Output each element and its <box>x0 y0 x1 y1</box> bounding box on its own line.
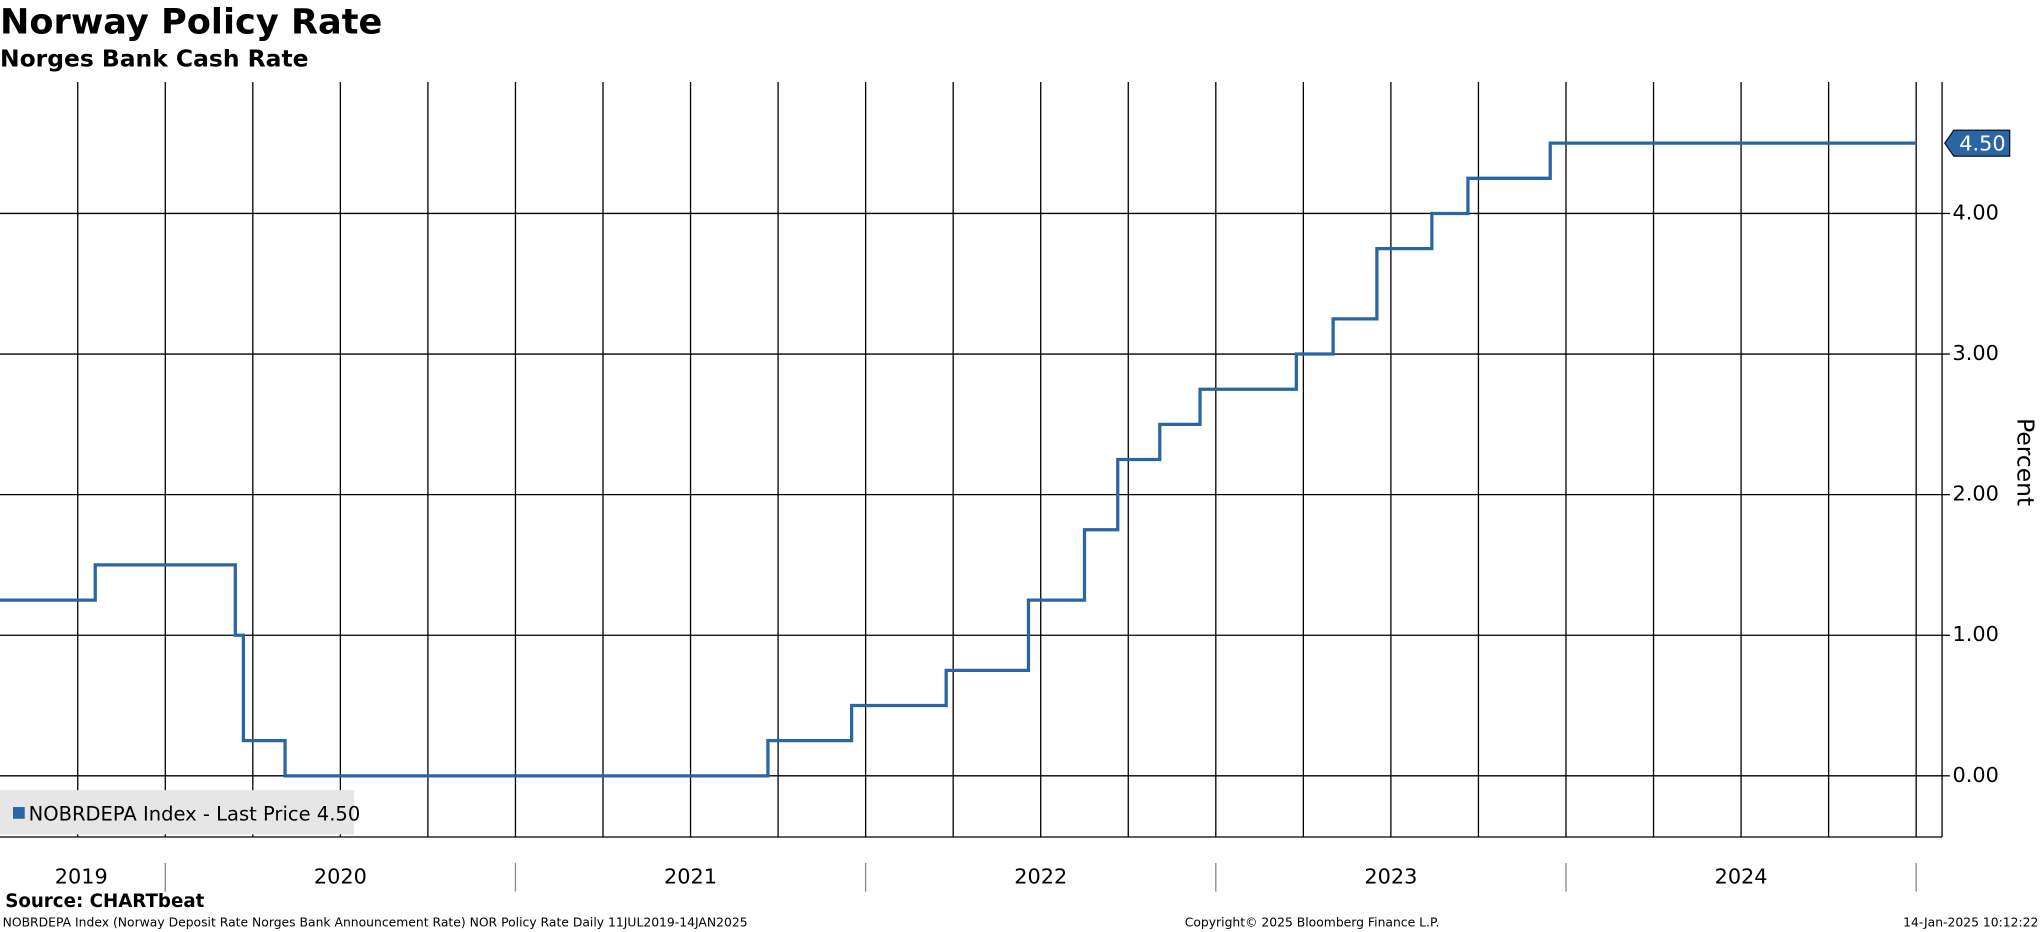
source: Source: CHARTbeat <box>5 891 204 912</box>
y-tick-label: 0.00 <box>1952 763 1998 787</box>
x-tick-label: 2020 <box>314 864 367 888</box>
y-tick-label: 2.00 <box>1952 482 1998 506</box>
last-price-tag <box>1944 129 2011 157</box>
x-tick-label: 2022 <box>1014 864 1067 888</box>
last-price-label: 4.50 <box>1959 131 2005 155</box>
legend-label: NOBRDEPA Index - Last Price 4.50 <box>29 802 361 825</box>
series-line <box>0 141 1917 778</box>
y-tick-label: 1.00 <box>1952 622 1998 646</box>
footer-center: Copyright© 2025 Bloomberg Finance L.P. <box>1185 915 1440 929</box>
chart-title: Norway Policy Rate <box>0 1 382 42</box>
footer-right: 14-Jan-2025 10:12:22 <box>1903 915 2038 929</box>
legend-box <box>0 790 355 835</box>
legend-swatch <box>13 807 25 819</box>
x-tick-label: 2023 <box>1364 864 1417 888</box>
x-tick-label: 2021 <box>664 864 717 888</box>
footer-left: NOBRDEPA Index (Norway Deposit Rate Norg… <box>3 915 748 929</box>
y-axis-label: Percent <box>2012 418 2040 506</box>
y-tick-label: 4.00 <box>1952 200 1998 224</box>
y-tick-label: 3.00 <box>1952 341 1998 365</box>
x-tick-label: 2024 <box>1715 864 1768 888</box>
chart-subtitle: Norges Bank Cash Rate <box>0 44 309 72</box>
x-tick-label: 2019 <box>55 864 108 888</box>
